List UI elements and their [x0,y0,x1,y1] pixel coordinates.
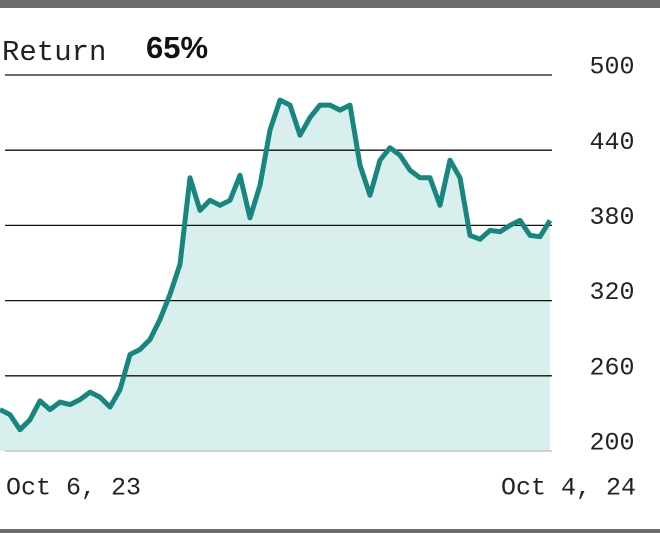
plot [0,74,553,452]
y-tick-label: 260 [589,353,634,382]
y-tick-label: 200 [589,429,634,458]
area-line [0,97,553,433]
chart-subtitle: 65% [146,30,208,65]
x-tick-label: Oct 4, 24 [501,474,636,503]
bottom-bar [0,529,660,533]
chart-title: Return [2,36,106,69]
y-tick-label: 440 [589,128,634,157]
x-tick-label: Oct 6, 23 [6,474,141,503]
top-bar [0,0,660,8]
y-tick-label: 320 [589,278,634,307]
y-tick-label: 500 [589,53,634,82]
y-tick-label: 380 [589,203,634,232]
area-fill [0,100,550,451]
